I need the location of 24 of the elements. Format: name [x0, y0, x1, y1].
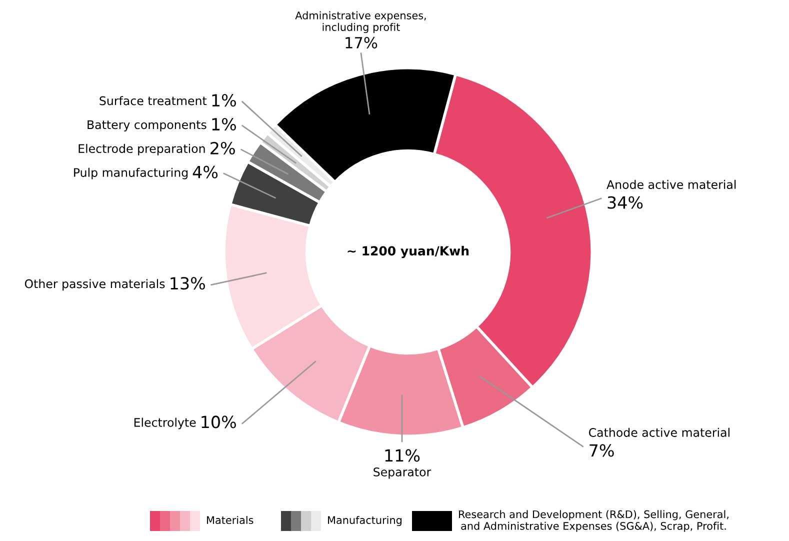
text: Materials [207, 516, 254, 524]
data-label: 13% [170, 277, 205, 290]
data-label: 34% [608, 196, 643, 209]
data-label: 2% [210, 142, 235, 154]
slice-label: Other passive materials [24, 279, 165, 291]
data-label: 10% [202, 416, 236, 428]
data-label: 1% [212, 118, 236, 131]
text: Manufacturing [328, 516, 402, 526]
data-label: 4% [192, 166, 218, 178]
slice-label: Administrative expenses, including profit [295, 11, 426, 34]
slice-label: Pulp manufacturing [74, 168, 188, 180]
data-label: 7% [590, 444, 614, 457]
text: Research and Development (R&D), Selling, General, and Administrative Expenses (SG&A), Scrap, Profit. [459, 510, 728, 532]
slice-label: Separator [374, 467, 432, 479]
slice-label: Anode active material [606, 180, 736, 189]
data-label: 11% [385, 449, 420, 462]
slice-label: Cathode active material [588, 428, 730, 437]
data-label: 17% [346, 36, 378, 48]
slice-label: Battery components [88, 120, 206, 132]
data-label: 1% [212, 94, 236, 107]
text: ~ 1200 yuan/Kwh [348, 246, 469, 258]
slice-label: Electrolyte [134, 418, 196, 430]
slice-label: Surface treatment [100, 96, 207, 106]
slice-label: Electrode preparation [78, 144, 205, 156]
